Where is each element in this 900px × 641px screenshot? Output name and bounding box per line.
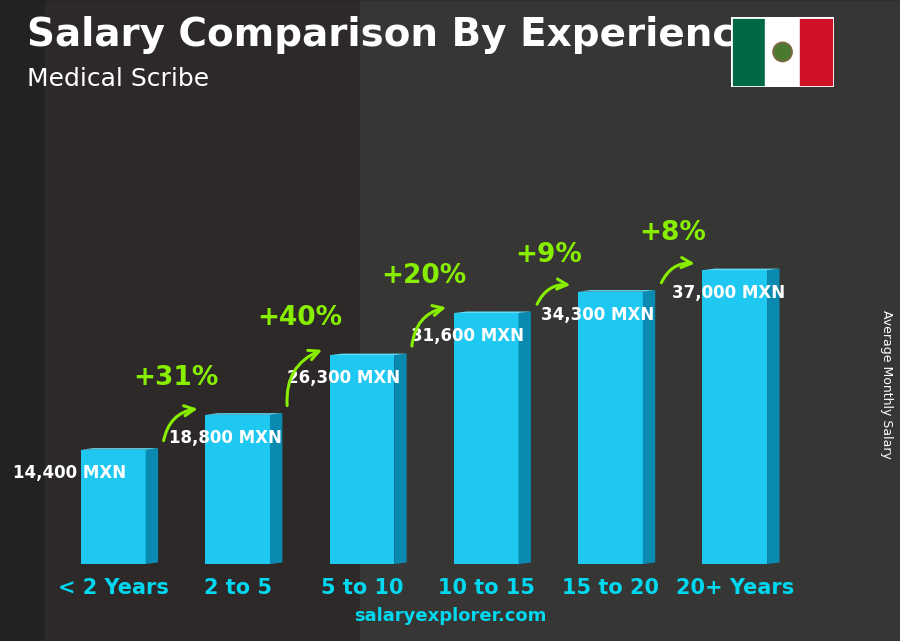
Text: 31,600 MXN: 31,600 MXN [411,328,524,345]
Bar [765,17,800,87]
Polygon shape [329,354,407,355]
Text: 14,400 MXN: 14,400 MXN [14,464,126,482]
Polygon shape [81,448,158,450]
Polygon shape [270,413,283,564]
Text: 34,300 MXN: 34,300 MXN [542,306,654,324]
Bar [731,17,765,87]
Circle shape [775,44,790,60]
Polygon shape [643,290,655,564]
FancyBboxPatch shape [81,450,146,564]
FancyBboxPatch shape [578,292,643,564]
Text: +40%: +40% [257,305,342,331]
FancyBboxPatch shape [205,415,270,564]
Text: Medical Scribe: Medical Scribe [27,67,209,91]
Bar [45,0,495,641]
Text: Salary Comparison By Experience: Salary Comparison By Experience [27,16,761,54]
FancyBboxPatch shape [703,271,767,564]
Polygon shape [205,413,283,415]
Text: 26,300 MXN: 26,300 MXN [287,369,400,387]
Polygon shape [518,312,531,564]
Bar [0,0,405,641]
Text: +9%: +9% [515,242,581,268]
Bar [360,0,900,641]
FancyBboxPatch shape [454,313,518,564]
Text: 37,000 MXN: 37,000 MXN [672,285,785,303]
Polygon shape [578,290,655,292]
Text: 18,800 MXN: 18,800 MXN [169,429,282,447]
Text: salaryexplorer.com: salaryexplorer.com [354,607,546,625]
Bar [800,17,834,87]
Polygon shape [454,312,531,313]
Polygon shape [146,448,158,564]
Text: +8%: +8% [639,221,706,246]
Circle shape [773,42,792,62]
Polygon shape [394,354,407,564]
Text: +31%: +31% [133,365,218,391]
Polygon shape [703,269,779,271]
FancyBboxPatch shape [329,355,394,564]
Text: Average Monthly Salary: Average Monthly Salary [880,310,893,459]
Text: +20%: +20% [382,263,467,289]
Polygon shape [767,269,779,564]
